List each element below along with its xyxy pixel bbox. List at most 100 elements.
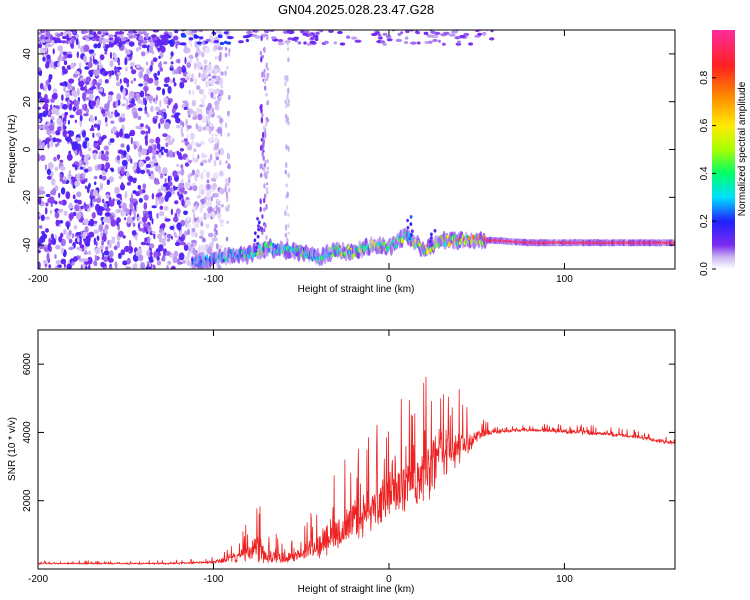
spectrogram-noise-mark	[177, 152, 182, 160]
spectrogram-noise-mark	[246, 30, 252, 35]
spectrogram-noise-mark	[83, 168, 89, 173]
spectrogram-noise-mark	[159, 67, 163, 72]
spectrogram-noise-mark	[138, 31, 143, 35]
spectrogram-noise-mark	[45, 216, 50, 220]
spectrogram-noise-mark	[192, 247, 196, 256]
spectrogram-noise-mark	[126, 98, 129, 106]
spectrogram-noise-mark	[143, 222, 147, 228]
spectrogram-noise-mark	[48, 75, 52, 83]
spectrogram-noise-mark	[176, 163, 180, 167]
spectrogram-noise-mark	[126, 171, 130, 176]
bottom-y-axis-label: SNR (10 * v/v)	[7, 417, 18, 481]
spectrogram-noise-mark	[423, 31, 429, 35]
spectrogram-noise-mark	[74, 199, 79, 204]
spectrogram-noise-mark	[202, 154, 208, 158]
spectrogram-noise-mark	[200, 221, 204, 227]
spectrogram-noise-mark	[92, 152, 97, 160]
spectrogram-noise-mark	[437, 39, 441, 43]
spectrogram-noise-mark	[79, 80, 85, 87]
spectrogram-noise-mark	[206, 74, 208, 79]
spectrogram-streak-mark	[262, 155, 265, 161]
spectrogram-noise-mark	[216, 115, 221, 119]
spectrogram-noise-mark	[172, 170, 178, 178]
spectrogram-noise-mark	[92, 132, 95, 138]
spectrogram-noise-mark	[46, 175, 52, 180]
spectrogram-streak-mark	[224, 70, 227, 77]
spectrogram-noise-mark	[56, 33, 62, 37]
spectrogram-noise-mark	[64, 111, 69, 116]
spectrogram-noise-mark	[97, 30, 102, 35]
spectrogram-noise-mark	[83, 251, 88, 255]
spectrogram-streak-mark	[264, 85, 267, 91]
spectrogram-noise-mark	[167, 260, 172, 265]
spectrogram-noise-mark	[170, 208, 173, 216]
spectrogram-noise-mark	[277, 39, 284, 43]
spectrogram-noise-mark	[93, 35, 100, 39]
spectrogram-streak-mark	[262, 131, 265, 139]
spectrogram-streak-mark	[259, 163, 262, 170]
spectrogram-noise-mark	[61, 124, 64, 132]
signal-burst-mark	[254, 249, 258, 253]
spectrogram-noise-mark	[112, 198, 115, 202]
spectrogram-noise-mark	[77, 237, 80, 243]
spectrogram-noise-mark	[167, 175, 171, 183]
spectrogram-noise-mark	[385, 35, 392, 39]
spectrogram-noise-mark	[88, 99, 92, 108]
spectrogram-noise-mark	[100, 136, 105, 141]
spectrogram-noise-mark	[85, 241, 91, 247]
spectrogram-noise-mark	[55, 130, 61, 136]
spectrogram-noise-mark	[226, 41, 231, 45]
spectrogram-noise-mark	[212, 172, 219, 180]
spectrogram-noise-mark	[108, 34, 114, 38]
spectrogram-streak-mark	[266, 100, 270, 104]
spectrogram-noise-mark	[145, 35, 149, 39]
spectrogram-noise-mark	[95, 38, 100, 42]
signal-burst-mark	[257, 227, 260, 232]
spectrogram-noise-mark	[118, 31, 125, 35]
spectrogram-noise-mark	[60, 166, 66, 171]
spectrogram-noise-mark	[197, 113, 203, 121]
spectrogram-noise-mark	[105, 246, 109, 251]
spectrogram-noise-mark	[116, 74, 119, 81]
spectrogram-streak-mark	[227, 204, 230, 210]
spectrogram-noise-mark	[94, 254, 98, 262]
x-tick-label: 0	[386, 574, 392, 585]
spectrogram-noise-mark	[38, 118, 41, 123]
spectrogram-noise-mark	[161, 108, 167, 113]
spectrogram-noise-mark	[106, 179, 110, 186]
spectrogram-noise-mark	[72, 163, 76, 168]
spectrogram-noise-mark	[50, 130, 56, 135]
spectrogram-streak-mark	[227, 154, 231, 160]
spectrogram-noise-mark	[198, 72, 201, 78]
spectrogram-noise-mark	[116, 155, 120, 161]
spectrogram-noise-mark	[432, 38, 438, 43]
spectrogram-noise-mark	[159, 148, 163, 153]
spectrogram-noise-mark	[85, 76, 92, 83]
spectrogram-noise-mark	[174, 112, 179, 120]
spectrogram-noise-mark	[107, 70, 113, 74]
spectrogram-streak-mark	[225, 198, 229, 203]
spectrogram-noise-mark	[149, 213, 153, 221]
spectrogram-streak-mark	[263, 228, 266, 233]
spectrogram-noise-mark	[163, 148, 169, 153]
spectrogram-noise-mark	[155, 115, 159, 119]
spectrogram-streak-mark	[259, 50, 262, 56]
spectrogram-noise-mark	[50, 98, 55, 103]
spectrogram-streak-mark	[264, 159, 267, 164]
spectrogram-noise-mark	[172, 77, 176, 84]
spectrogram-noise-mark	[195, 85, 201, 91]
spectrogram-noise-mark	[158, 122, 161, 129]
spectrogram-noise-mark	[87, 256, 93, 265]
spectrogram-noise-mark	[93, 59, 98, 64]
spectrogram-streak-mark	[265, 182, 269, 186]
spectrogram-streak-mark	[264, 223, 267, 229]
spectrogram-noise-mark	[185, 199, 191, 207]
spectrogram-streak-mark	[284, 114, 288, 119]
spectrogram-noise-mark	[203, 59, 208, 65]
spectrogram-noise-mark	[68, 31, 72, 39]
spectrogram-noise-mark	[116, 93, 121, 101]
spectrogram-streak-mark	[284, 224, 288, 231]
spectrogram-noise-mark	[142, 31, 146, 35]
